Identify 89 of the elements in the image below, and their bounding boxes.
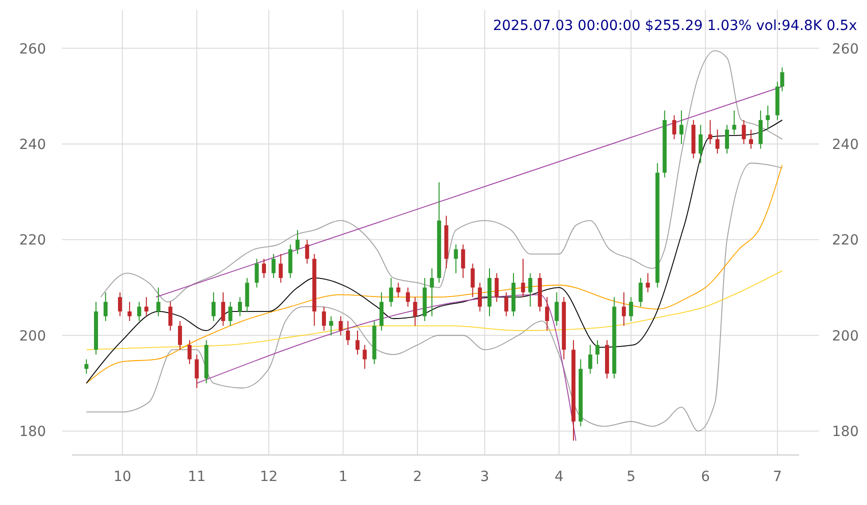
y-tick-label: 200	[19, 328, 46, 344]
candlestick	[346, 320, 350, 346]
candlestick	[545, 296, 550, 332]
y2-tick-label: 220	[832, 232, 859, 249]
candlestick	[194, 354, 199, 389]
candlestick	[245, 277, 250, 312]
y2-tick-label: 240	[832, 136, 859, 153]
line-series	[86, 162, 783, 432]
candlestick	[504, 292, 508, 317]
candlestick	[672, 114, 676, 140]
text: 2025.07.03 00:00:00 $255.29 1.03% vol:94.8K 0.5x	[492, 18, 857, 34]
line-series	[100, 50, 783, 302]
candlestick	[118, 292, 122, 317]
candlestick	[470, 263, 475, 298]
candlestick	[168, 301, 172, 332]
candlestick	[749, 129, 754, 150]
candlestick	[698, 124, 703, 164]
line-series	[86, 270, 783, 350]
x-tick-label: 7	[772, 469, 782, 485]
candlestick	[84, 358, 88, 374]
candlestick	[238, 296, 242, 317]
candlestick	[629, 296, 634, 322]
candlestick	[478, 282, 482, 312]
candlestick	[380, 292, 384, 332]
candlestick	[262, 258, 266, 278]
y-tick-label: 240	[19, 136, 46, 153]
candlestick	[212, 292, 216, 322]
candlestick	[708, 120, 712, 144]
y-tick-label: 220	[19, 232, 46, 249]
candlestick	[638, 277, 643, 308]
candlestick	[322, 306, 326, 332]
candlestick	[521, 258, 526, 298]
candlestick	[104, 292, 108, 322]
candlestick	[144, 296, 148, 317]
candlestick	[178, 320, 182, 350]
candlestick	[679, 110, 684, 144]
candlestick	[396, 282, 400, 298]
candlestick	[732, 110, 736, 135]
candlestick	[780, 66, 784, 92]
x-tick-label: 12	[260, 469, 278, 485]
x-tick-label: 1	[338, 469, 348, 485]
candlestick	[725, 124, 730, 154]
candlestick	[128, 301, 132, 322]
x-tick-label: 11	[188, 469, 206, 485]
x-tick-label: 2	[413, 469, 422, 485]
candlestick	[742, 120, 746, 144]
candlestick	[356, 330, 360, 356]
candlestick	[758, 110, 763, 150]
x-tick-label: 6	[700, 469, 710, 485]
candlestick	[528, 272, 532, 308]
y2-tick-label: 180	[832, 424, 859, 440]
candlestick	[588, 344, 592, 374]
candlestick	[228, 301, 232, 326]
x-tick-label: 4	[554, 469, 564, 485]
candlestick	[430, 268, 434, 317]
candlestick	[296, 230, 300, 255]
y-tick-label: 260	[19, 41, 46, 58]
candlestick	[406, 287, 410, 308]
candlestick	[362, 344, 367, 370]
candlestick	[278, 254, 283, 284]
candlestick	[137, 301, 142, 322]
candlestick	[288, 244, 292, 278]
x-tick-label: 5	[626, 469, 636, 485]
candlestick	[221, 292, 226, 326]
candlestick	[272, 254, 276, 278]
x-tick-label: 10	[113, 469, 132, 485]
line-series	[86, 164, 783, 384]
candlestick	[766, 105, 770, 130]
candlestick	[554, 292, 559, 326]
candlestick	[622, 292, 626, 326]
candlestick	[715, 129, 720, 154]
y2-tick-label: 260	[832, 41, 859, 58]
candlestick	[461, 244, 466, 278]
y2-tick-label: 200	[832, 328, 859, 344]
candlestick	[188, 340, 192, 365]
candlestick	[254, 258, 259, 288]
candlestick	[338, 316, 343, 336]
candlestick	[389, 277, 394, 308]
y-tick-label: 180	[19, 424, 46, 440]
candlestick	[494, 272, 499, 302]
candlestick	[454, 244, 458, 274]
candlestick	[156, 287, 160, 317]
line-series	[86, 120, 783, 384]
candlestick	[646, 272, 650, 293]
candlestick	[595, 340, 600, 365]
x-tick-label: 3	[480, 469, 490, 485]
candlestick	[305, 239, 310, 264]
candlestick	[329, 316, 334, 336]
candlestick	[413, 296, 418, 326]
